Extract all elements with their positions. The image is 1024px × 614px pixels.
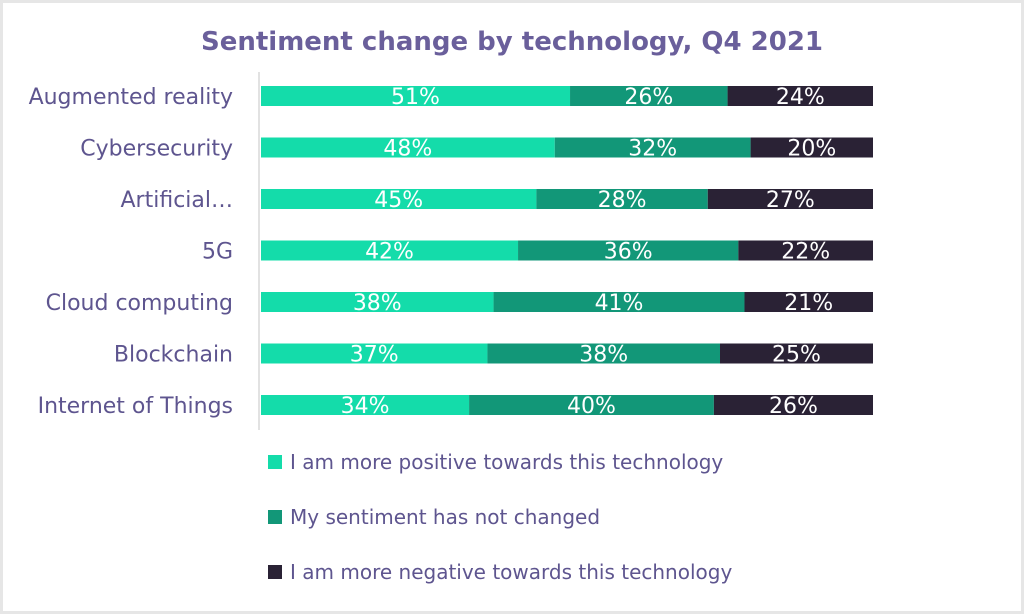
bar-negative-cloud-computing xyxy=(744,292,873,312)
legend-swatch-positive xyxy=(268,455,282,469)
category-label-internet-of-things: Internet of Things xyxy=(38,394,233,419)
data-label-positive-5g: 42% xyxy=(365,240,414,265)
legend-swatch-negative xyxy=(268,565,282,579)
bar-unchanged-internet-of-things xyxy=(469,395,714,415)
bar-negative-cybersecurity xyxy=(750,137,873,158)
legend-label-unchanged: My sentiment has not changed xyxy=(290,505,601,529)
data-label-unchanged-augmented-reality: 26% xyxy=(624,85,673,110)
data-label-unchanged-internet-of-things: 40% xyxy=(567,394,616,419)
bar-negative-blockchain xyxy=(720,343,873,364)
bar-positive-artificial xyxy=(261,189,537,209)
data-label-positive-augmented-reality: 51% xyxy=(391,85,440,110)
bar-negative-internet-of-things xyxy=(713,395,873,415)
bar-unchanged-augmented-reality xyxy=(570,86,728,106)
bar-unchanged-5g xyxy=(518,240,739,261)
data-label-negative-5g: 22% xyxy=(781,240,830,265)
bar-unchanged-cybersecurity xyxy=(554,137,751,158)
category-labels: Augmented reality Cybersecurity Artificial… xyxy=(29,85,233,419)
bar-positive-internet-of-things xyxy=(261,395,470,415)
legend-item-negative: I am more negative towards this technolo… xyxy=(268,558,732,586)
legend-swatch-unchanged xyxy=(268,510,282,524)
chart-title: Sentiment change by technology, Q4 2021 xyxy=(200,27,824,57)
bar-positive-5g xyxy=(261,240,519,261)
data-label-negative-blockchain: 25% xyxy=(772,343,821,368)
data-label-positive-blockchain: 37% xyxy=(350,343,399,368)
bar-unchanged-artificial xyxy=(536,189,708,209)
bars-group: 51% 26% 24% 48% 32% 20% 45% 28% 27% 42% 36% 22% 38% 4… xyxy=(261,85,873,419)
legend-label-negative: I am more negative towards this technolo… xyxy=(290,560,733,584)
legend-label-positive: I am more positive towards this technolo… xyxy=(290,450,724,474)
legend: I am more positive towards this technolo… xyxy=(268,448,732,613)
bar-negative-augmented-reality xyxy=(727,86,873,106)
data-label-positive-internet-of-things: 34% xyxy=(341,394,390,419)
data-label-unchanged-cloud-computing: 41% xyxy=(595,291,644,316)
legend-item-unchanged: My sentiment has not changed xyxy=(268,503,732,531)
category-label-artificial: Artificial… xyxy=(121,188,234,213)
data-label-negative-artificial: 27% xyxy=(766,188,815,213)
bar-positive-cloud-computing xyxy=(261,292,494,312)
category-label-cloud-computing: Cloud computing xyxy=(46,291,233,316)
category-label-blockchain: Blockchain xyxy=(114,343,233,368)
data-label-positive-cybersecurity: 48% xyxy=(383,137,432,162)
bar-unchanged-cloud-computing xyxy=(493,292,745,312)
data-label-negative-augmented-reality: 24% xyxy=(776,85,825,110)
bar-negative-5g xyxy=(738,240,873,261)
bar-unchanged-blockchain xyxy=(487,343,720,364)
bar-negative-artificial xyxy=(707,189,873,209)
data-label-negative-cloud-computing: 21% xyxy=(784,291,833,316)
data-label-unchanged-cybersecurity: 32% xyxy=(628,137,677,162)
bar-positive-cybersecurity xyxy=(261,137,555,158)
data-label-unchanged-artificial: 28% xyxy=(598,188,647,213)
data-label-negative-cybersecurity: 20% xyxy=(787,137,836,162)
category-label-augmented-reality: Augmented reality xyxy=(29,85,233,110)
bar-positive-blockchain xyxy=(261,343,488,364)
data-label-positive-cloud-computing: 38% xyxy=(353,291,402,316)
legend-item-positive: I am more positive towards this technolo… xyxy=(268,448,732,476)
data-label-positive-artificial: 45% xyxy=(374,188,423,213)
category-label-5g: 5G xyxy=(202,240,233,265)
data-label-unchanged-blockchain: 38% xyxy=(579,343,628,368)
bar-positive-augmented-reality xyxy=(261,86,571,106)
data-label-unchanged-5g: 36% xyxy=(604,240,653,265)
category-label-cybersecurity: Cybersecurity xyxy=(80,137,233,162)
data-label-negative-internet-of-things: 26% xyxy=(769,394,818,419)
